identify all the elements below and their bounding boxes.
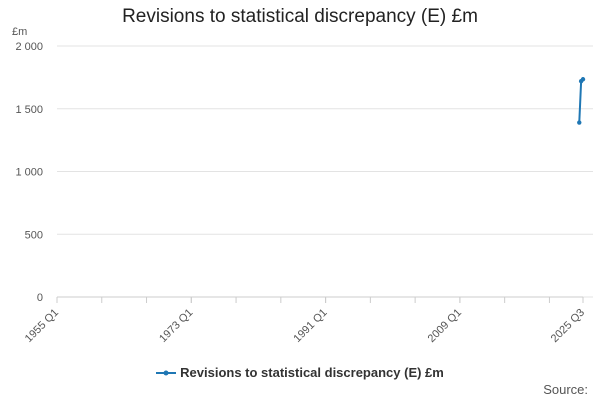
- y-tick-label: 1 000: [15, 167, 43, 179]
- x-tick-label: 2025 Q3: [549, 307, 587, 345]
- y-tick-label: 1 500: [15, 104, 43, 116]
- x-tick-label: 1955 Q1: [23, 307, 61, 345]
- x-tick-label: 2009 Q1: [426, 307, 464, 345]
- data-point: [577, 120, 582, 125]
- x-tick-label: 1991 Q1: [291, 307, 329, 345]
- y-tick-label: 2 000: [15, 41, 43, 53]
- legend-swatch: [156, 370, 177, 375]
- chart-title: Revisions to statistical discrepancy (E)…: [122, 6, 478, 27]
- y-axis: 0 500 1 000 1 500 2 000 £m: [12, 26, 43, 304]
- y-tick-label: 0: [37, 292, 43, 304]
- source-label: Source:: [543, 382, 588, 397]
- data-point: [580, 77, 586, 82]
- x-tick-label: 1973 Q1: [157, 307, 195, 345]
- series-layer: [577, 77, 586, 125]
- series-line: [578, 78, 584, 123]
- legend-label: Revisions to statistical discrepancy (E)…: [180, 365, 444, 380]
- y-tick-label: 500: [25, 229, 43, 241]
- y-axis-unit: £m: [12, 26, 27, 38]
- gridlines: [57, 45, 593, 298]
- x-axis: 1955 Q1 1973 Q1 1991 Q1 2009 Q1 2025 Q3: [23, 296, 587, 345]
- legend[interactable]: Revisions to statistical discrepancy (E)…: [0, 365, 600, 380]
